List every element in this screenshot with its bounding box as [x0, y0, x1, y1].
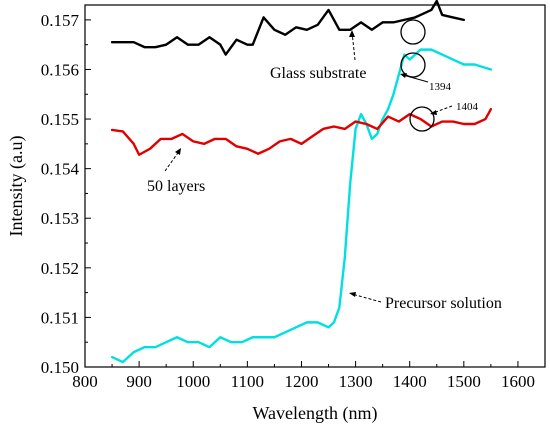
arrowhead-glass — [349, 30, 355, 37]
x-tick-label: 1100 — [231, 372, 264, 391]
series-line-precursor-solution — [110, 48, 493, 364]
x-tick-label: 1000 — [176, 372, 210, 391]
x-tick-label: 900 — [126, 372, 152, 391]
arrowhead-precursor — [349, 292, 356, 297]
y-tick-label: 0.155 — [41, 110, 79, 129]
label-precursor-solution: Precursor solution — [385, 295, 502, 312]
y-tick-label: 0.151 — [41, 308, 79, 327]
label-glass-substrate: Glass substrate — [270, 65, 366, 82]
arrowhead-1404 — [430, 110, 437, 115]
label-1394: 1394 — [429, 81, 452, 93]
y-tick-label: 0.157 — [41, 11, 80, 30]
arrow-precursor — [351, 293, 382, 303]
x-tick-label: 800 — [72, 372, 98, 391]
x-axis-title: Wavelength (nm) — [252, 403, 377, 424]
marker-circle-glass — [400, 19, 426, 45]
x-tick-label: 1500 — [447, 372, 481, 391]
marker-circle-1394 — [400, 52, 426, 78]
axis-ticks: 800 900 1000 1100 1200 1300 1400 1500 1600 0.150 0… — [41, 11, 535, 391]
y-tick-label: 0.152 — [41, 259, 79, 278]
label-1404: 1404 — [456, 101, 479, 113]
series-line-glass-substrate — [110, 0, 466, 56]
x-tick-label: 1600 — [501, 372, 535, 391]
y-axis-title: Intensity (a.u) — [6, 136, 27, 237]
marker-circle-1404 — [409, 106, 435, 132]
y-tick-label: 0.150 — [41, 358, 79, 377]
plot-frame — [84, 4, 546, 368]
y-tick-label: 0.154 — [41, 160, 80, 179]
label-50-layers: 50 layers — [147, 178, 205, 195]
x-tick-label: 1400 — [393, 372, 427, 391]
arrow-1394 — [402, 74, 429, 83]
arrowhead-1394 — [400, 73, 407, 78]
x-tick-label: 1300 — [339, 372, 373, 391]
arrowhead-50-layers — [175, 148, 181, 155]
y-tick-label: 0.156 — [41, 60, 79, 79]
x-tick-label: 1200 — [284, 372, 318, 391]
y-tick-label: 0.153 — [41, 209, 79, 228]
